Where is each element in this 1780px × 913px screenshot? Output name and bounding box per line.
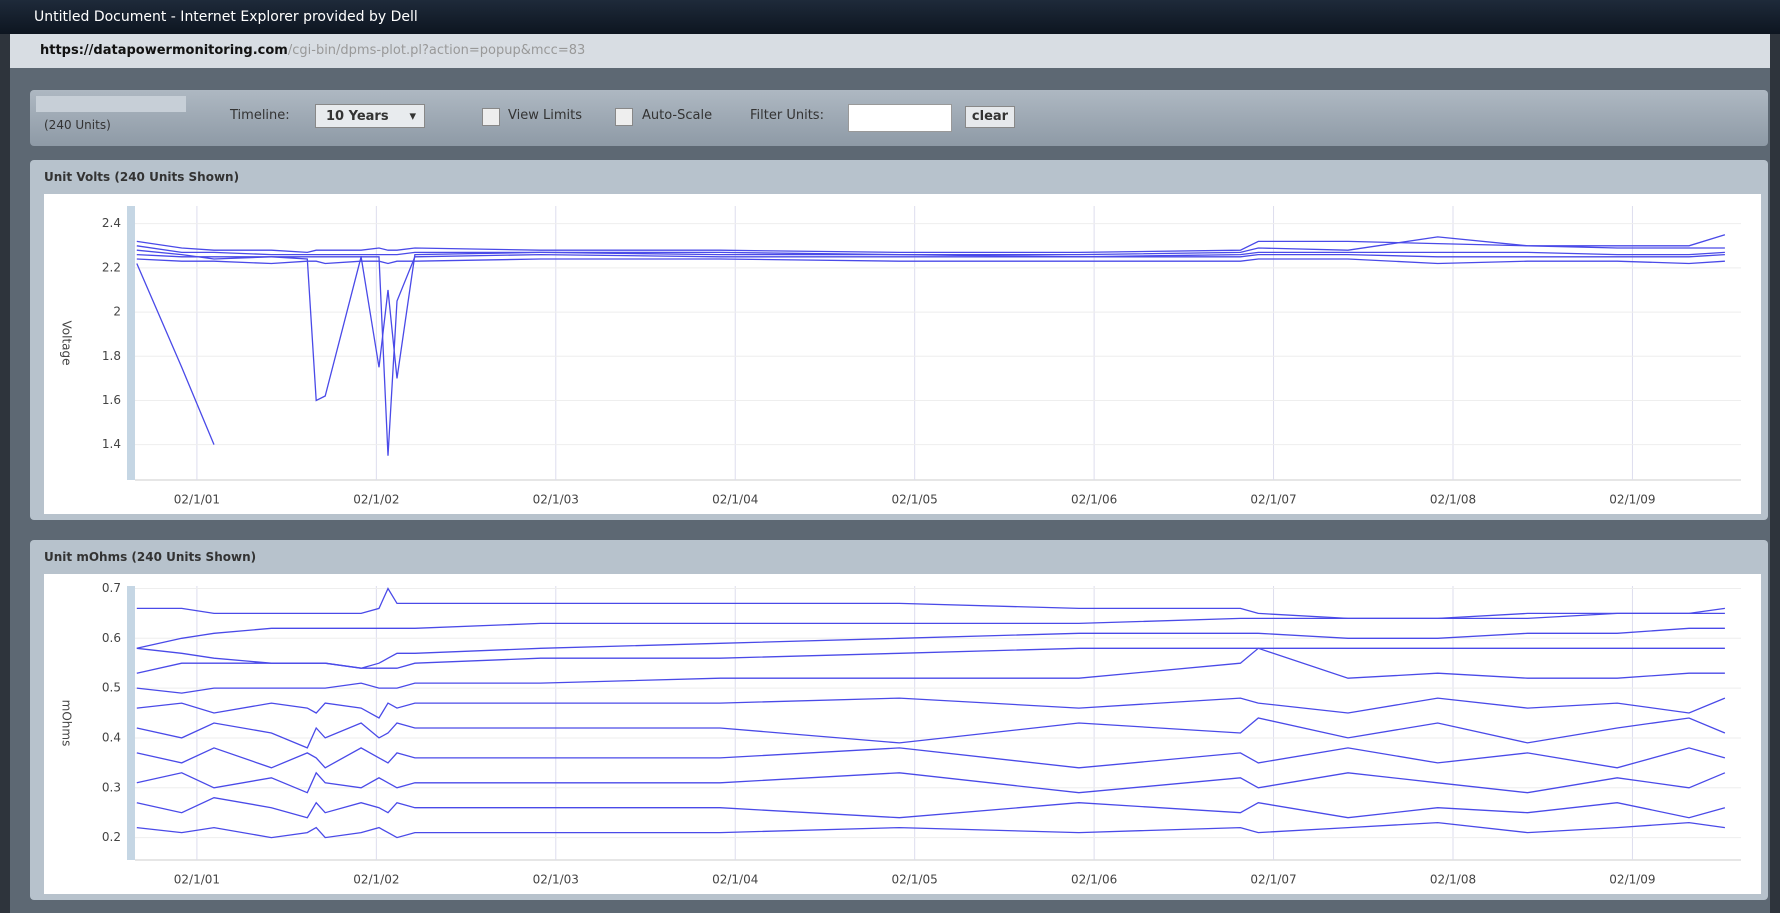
volts-panel: Unit Volts (240 Units Shown) 02/1/01 02/1… [30, 160, 1768, 520]
chart: 02/1/01 02/1/02 02/1/03 02/1/04 02/1/05 02/1/… [44, 194, 1761, 514]
url-path: /cgi-bin/dpms-plot.pl?action=popup&mcc=8… [287, 43, 586, 58]
x-tick-label: 02/1/08 [1430, 493, 1476, 507]
filter-label: Filter Units: [750, 108, 824, 123]
x-tick-label: 02/1/04 [712, 493, 758, 507]
series-line [136, 587, 1725, 620]
x-tick-label: 02/1/03 [533, 493, 579, 507]
series-line [136, 253, 1725, 456]
y-tick-label: 1.4 [102, 437, 121, 451]
series-line [136, 697, 1726, 719]
y-tick-label: 0.4 [102, 730, 121, 744]
series-line [136, 747, 1726, 769]
x-tick-label: 02/1/05 [892, 873, 938, 887]
scroll-strip [127, 586, 135, 860]
timeline-value: 10 Years [326, 109, 389, 124]
y-tick-label: 0.3 [102, 780, 121, 794]
clear-button[interactable]: clear [965, 106, 1015, 128]
window-title: Untitled Document - Internet Explorer pr… [34, 9, 418, 25]
x-tick-label: 02/1/02 [353, 493, 399, 507]
series-line [136, 647, 1725, 694]
x-tick-label: 02/1/06 [1071, 873, 1117, 887]
series-line [136, 258, 1725, 265]
x-tick-label: 02/1/04 [712, 873, 758, 887]
x-tick-label: 02/1/05 [892, 493, 938, 507]
x-tick-label: 02/1/01 [174, 493, 220, 507]
timeline-select[interactable]: 10 Years ▾ [315, 104, 425, 128]
view-limits-checkbox[interactable] [482, 108, 500, 126]
url-host: https://datapowermonitoring.com [40, 43, 288, 58]
y-tick-label: 2 [113, 305, 121, 319]
y-tick-label: 0.7 [102, 581, 121, 595]
redacted-name [36, 96, 186, 112]
series-line [136, 612, 1725, 649]
series-line [136, 245, 1725, 258]
y-tick-label: 0.2 [102, 830, 121, 844]
address-bar[interactable]: https://datapowermonitoring.com/cgi-bin/… [10, 34, 1770, 68]
auto-scale-label: Auto-Scale [642, 108, 713, 123]
timeline-label: Timeline: [230, 108, 290, 123]
x-tick-label: 02/1/01 [174, 873, 220, 887]
filter-input[interactable] [848, 104, 952, 132]
title-bar: Untitled Document - Internet Explorer pr… [0, 0, 1780, 34]
series-line [136, 236, 1725, 379]
x-tick-label: 02/1/07 [1250, 873, 1296, 887]
units-count: (240 Units) [44, 118, 111, 132]
x-tick-label: 02/1/09 [1609, 493, 1655, 507]
chart: 02/1/01 02/1/02 02/1/03 02/1/04 02/1/05 02/1/… [44, 574, 1761, 894]
x-tick-label: 02/1/06 [1071, 493, 1117, 507]
series-line [136, 821, 1725, 839]
series-line [136, 771, 1726, 794]
clear-label: clear [971, 109, 1009, 124]
y-axis-label: Voltage [60, 320, 74, 365]
x-tick-label: 02/1/07 [1250, 493, 1296, 507]
auto-scale-checkbox[interactable] [615, 108, 633, 126]
chart-title: Unit mOhms (240 Units Shown) [44, 550, 257, 564]
y-tick-label: 1.8 [102, 349, 121, 363]
scroll-strip [127, 206, 135, 480]
series-line [136, 647, 1725, 669]
y-tick-label: 0.6 [102, 631, 121, 645]
series-line [136, 717, 1726, 749]
toolbar: (240 Units) Timeline: 10 Years ▾ View Lim… [30, 90, 1768, 146]
y-tick-label: 1.6 [102, 393, 121, 407]
x-tick-label: 02/1/03 [533, 873, 579, 887]
y-tick-label: 2.2 [102, 260, 121, 274]
x-tick-label: 02/1/09 [1609, 873, 1655, 887]
x-tick-label: 02/1/02 [353, 873, 399, 887]
x-tick-label: 02/1/08 [1430, 873, 1476, 887]
y-axis-label: mOhms [60, 700, 74, 747]
series-line [136, 263, 215, 445]
chart-title: Unit Volts (240 Units Shown) [44, 170, 240, 184]
series-line [136, 797, 1726, 819]
y-tick-label: 2.4 [102, 216, 121, 230]
series-line [136, 627, 1725, 674]
view-limits-label: View Limits [508, 108, 582, 123]
y-tick-label: 0.5 [102, 681, 121, 695]
series-line [136, 234, 1726, 254]
mohms-panel: Unit mOhms (240 Units Shown) 02/1/01 02/1… [30, 540, 1768, 900]
